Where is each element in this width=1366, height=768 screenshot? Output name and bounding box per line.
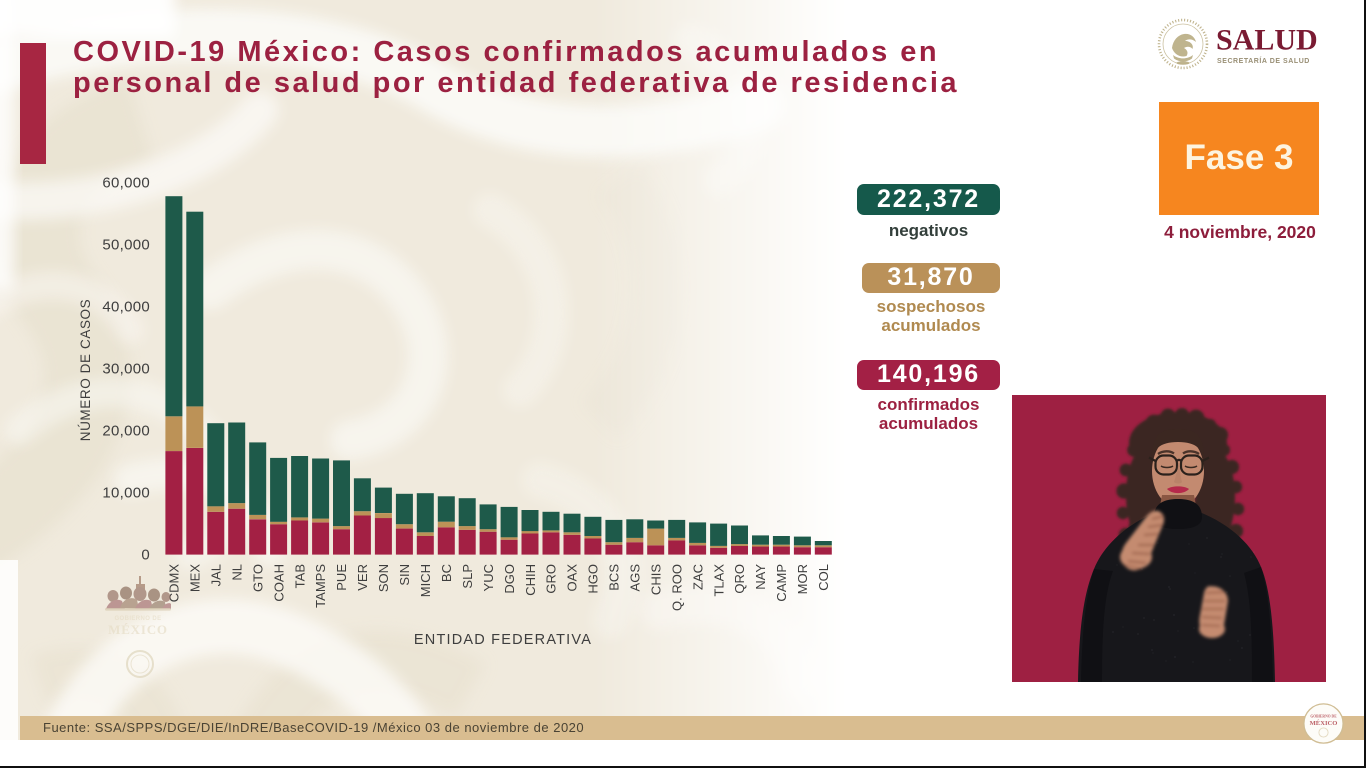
svg-text:COAH: COAH	[271, 564, 286, 602]
svg-text:TLAX: TLAX	[711, 564, 726, 597]
svg-text:SON: SON	[376, 564, 391, 592]
svg-text:Q. ROO: Q. ROO	[669, 564, 684, 611]
svg-text:CHIS: CHIS	[649, 564, 664, 595]
svg-text:CAMP: CAMP	[774, 564, 789, 602]
svg-text:TAMPS: TAMPS	[313, 564, 328, 608]
svg-text:SALUD: SALUD	[1216, 24, 1318, 57]
svg-text:MÉXICO: MÉXICO	[108, 622, 168, 637]
svg-text:CDMX: CDMX	[167, 564, 182, 603]
svg-text:20,000: 20,000	[102, 423, 150, 440]
svg-text:JAL: JAL	[209, 564, 224, 586]
svg-text:YUC: YUC	[481, 564, 496, 591]
svg-text:SIN: SIN	[397, 564, 412, 586]
svg-text:PUE: PUE	[334, 564, 349, 591]
svg-text:50,000: 50,000	[102, 237, 150, 254]
svg-text:GOBIERNO DE: GOBIERNO DE	[114, 616, 161, 622]
svg-text:BCS: BCS	[607, 564, 622, 591]
svg-text:QRO: QRO	[732, 564, 747, 594]
svg-text:MÉXICO: MÉXICO	[1310, 719, 1338, 727]
svg-text:MEX: MEX	[188, 564, 203, 593]
svg-text:GRO: GRO	[544, 564, 559, 594]
svg-text:NL: NL	[229, 564, 244, 581]
svg-text:VER: VER	[355, 564, 370, 591]
svg-text:10,000: 10,000	[102, 485, 150, 502]
svg-text:ZAC: ZAC	[690, 564, 705, 590]
svg-text:GOBIERNO DE: GOBIERNO DE	[1310, 715, 1337, 719]
svg-text:MICH: MICH	[418, 564, 433, 597]
svg-text:NÚMERO DE CASOS: NÚMERO DE CASOS	[78, 299, 93, 442]
svg-text:60,000: 60,000	[102, 175, 150, 192]
svg-text:OAX: OAX	[565, 564, 580, 592]
svg-text:BC: BC	[439, 564, 454, 582]
svg-text:AGS: AGS	[628, 564, 643, 592]
svg-text:DGO: DGO	[502, 564, 517, 594]
svg-text:SECRETARÍA DE SALUD: SECRETARÍA DE SALUD	[1217, 56, 1310, 65]
svg-text:40,000: 40,000	[102, 299, 150, 316]
svg-text:COL: COL	[816, 564, 831, 591]
svg-text:GTO: GTO	[250, 564, 265, 592]
svg-text:NAY: NAY	[753, 564, 768, 590]
svg-text:CHIH: CHIH	[523, 564, 538, 596]
svg-text:30,000: 30,000	[102, 361, 150, 378]
svg-text:TAB: TAB	[292, 564, 307, 588]
svg-text:MOR: MOR	[795, 564, 810, 594]
svg-text:SLP: SLP	[460, 564, 475, 589]
svg-text:HGO: HGO	[586, 564, 601, 594]
svg-text:0: 0	[141, 547, 150, 564]
svg-text:ENTIDAD FEDERATIVA: ENTIDAD FEDERATIVA	[414, 632, 592, 648]
